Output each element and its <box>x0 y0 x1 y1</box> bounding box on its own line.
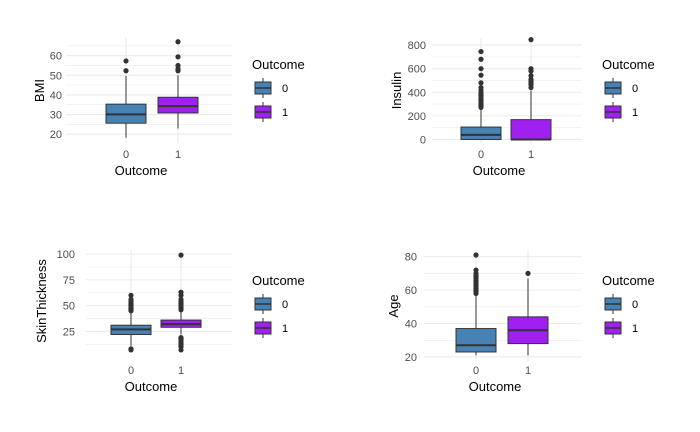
x-axis-title: Outcome <box>473 163 526 178</box>
x-axis-title: Outcome <box>469 379 522 394</box>
outlier-point <box>478 80 484 86</box>
legend-title: Outcome <box>602 273 655 288</box>
y-tick-label: 20 <box>50 129 62 141</box>
y-tick-label: 100 <box>57 249 75 261</box>
x-tick-label: 0 <box>478 149 484 161</box>
box-outcome-0 <box>110 292 152 353</box>
legend-label: 1 <box>632 323 638 335</box>
legend: Outcome 0 1 <box>252 57 305 122</box>
y-axis-title: Insulin <box>389 72 404 110</box>
iqr-box <box>460 126 502 140</box>
y-axis-title: BMI <box>32 79 47 102</box>
y-axis-title: SkinThickness <box>34 259 49 343</box>
outlier-point <box>128 346 134 352</box>
y-tick-label: 25 <box>63 326 75 338</box>
x-axis-title: Outcome <box>115 163 168 178</box>
outlier-point <box>175 54 181 60</box>
legend-title: Outcome <box>602 57 655 72</box>
legend-label: 0 <box>632 299 638 311</box>
outlier-point <box>525 270 531 277</box>
x-tick-label: 1 <box>175 149 181 161</box>
y-tick-label: 0 <box>420 134 426 146</box>
outlier-point <box>178 334 184 341</box>
legend-title: Outcome <box>252 57 305 72</box>
y-tick-label: 75 <box>63 275 75 287</box>
legend-title: Outcome <box>252 273 305 288</box>
y-tick-label: 80 <box>405 252 417 264</box>
outlier-point <box>478 72 484 78</box>
y-tick-label: 50 <box>50 70 62 82</box>
legend-label: 1 <box>632 107 638 119</box>
x-tick-label: 1 <box>178 365 184 377</box>
legend-label: 0 <box>282 83 288 95</box>
outlier-point <box>178 289 184 295</box>
legend: Outcome 0 1 <box>602 57 655 122</box>
y-tick-label: 60 <box>50 51 62 63</box>
outlier-point <box>178 296 184 303</box>
box-outcome-1 <box>507 270 549 356</box>
outlier-point <box>528 37 534 43</box>
outlier-point <box>478 66 484 72</box>
outlier-point <box>478 84 484 91</box>
x-tick-label: 1 <box>528 149 534 161</box>
y-tick-label: 50 <box>63 301 75 313</box>
y-tick-label: 20 <box>405 352 417 364</box>
box-outcome-1 <box>160 252 202 353</box>
x-tick-label: 0 <box>123 149 129 161</box>
outlier-point <box>478 48 484 55</box>
box-outcome-0 <box>455 252 497 356</box>
legend: Outcome 0 1 <box>252 273 305 338</box>
iqr-box <box>455 328 497 353</box>
y-tick-label: 800 <box>408 40 426 52</box>
y-axis-title: Age <box>386 294 401 317</box>
x-tick-label: 0 <box>473 365 479 377</box>
legend-label: 0 <box>282 299 288 311</box>
outlier-point <box>478 56 484 62</box>
x-axis-title: Outcome <box>125 379 178 394</box>
iqr-box <box>510 119 552 140</box>
y-tick-label: 400 <box>408 87 426 99</box>
boxplot-panel-0: 20 30 40 50 60 0 1 Outcome BMI Outcome 0 1 <box>32 38 305 178</box>
outlier-point <box>473 267 479 273</box>
outlier-point <box>473 252 479 258</box>
legend: Outcome 0 1 <box>602 273 655 338</box>
box-outcome-1 <box>510 37 552 141</box>
outlier-point <box>528 73 534 79</box>
y-tick-label: 30 <box>50 110 62 122</box>
y-tick-label: 600 <box>408 64 426 76</box>
y-tick-label: 40 <box>405 319 417 331</box>
y-tick-label: 40 <box>50 90 62 102</box>
y-tick-label: 60 <box>405 285 417 297</box>
outlier-point <box>528 66 534 72</box>
legend-label: 1 <box>282 323 288 335</box>
outlier-point <box>128 292 134 298</box>
legend-label: 1 <box>282 107 288 119</box>
outlier-point <box>175 39 181 45</box>
x-tick-label: 0 <box>128 365 134 377</box>
outlier-point <box>128 296 134 303</box>
y-tick-label: 200 <box>408 111 426 123</box>
box-outcome-0 <box>105 58 147 138</box>
x-tick-label: 1 <box>525 365 531 377</box>
legend-label: 0 <box>632 83 638 95</box>
box-outcome-1 <box>157 39 199 129</box>
box-outcome-0 <box>460 48 502 140</box>
outlier-point <box>178 252 184 258</box>
outlier-point <box>123 68 129 74</box>
outlier-point <box>175 62 181 69</box>
outlier-point <box>123 58 129 64</box>
